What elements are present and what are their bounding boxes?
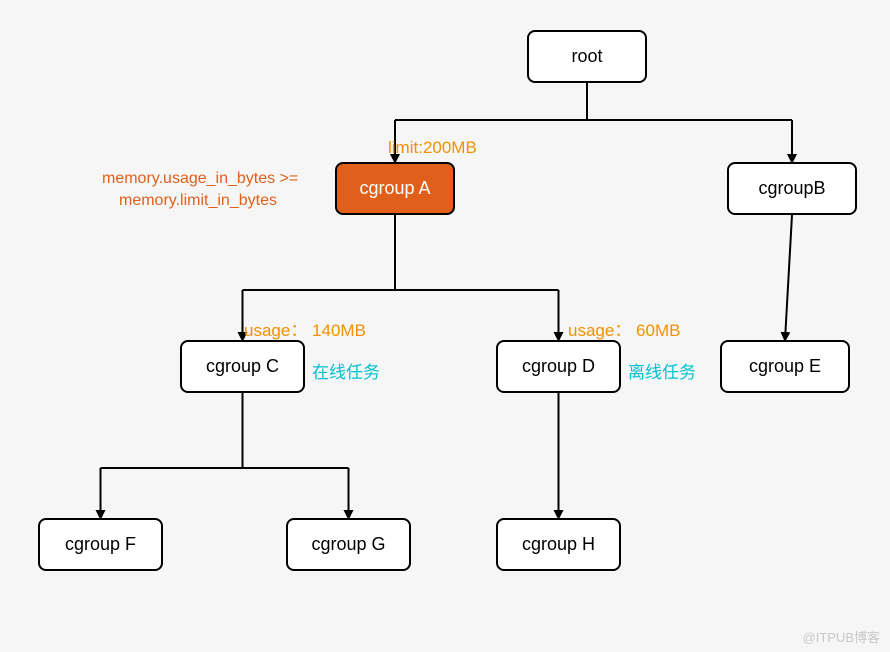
node-root: root xyxy=(527,30,647,83)
node-cgroup-e: cgroup E xyxy=(720,340,850,393)
node-cgroup-g: cgroup G xyxy=(286,518,411,571)
label-online-task: 在线任务 xyxy=(312,358,380,383)
label-memory-condition-line1: memory.usage_in_bytes >= xyxy=(102,170,298,188)
label-memory-condition-line2: memory.limit_in_bytes xyxy=(119,192,277,210)
node-label: cgroup E xyxy=(749,356,821,377)
node-cgroup-a: cgroup A xyxy=(335,162,455,215)
node-label: cgroup D xyxy=(522,356,595,377)
watermark: @ITPUB博客 xyxy=(803,627,880,646)
node-label: cgroup G xyxy=(311,534,385,555)
node-label: cgroup H xyxy=(522,534,595,555)
label-limit: limit:200MB xyxy=(388,138,477,158)
node-cgroup-h: cgroup H xyxy=(496,518,621,571)
node-label: cgroup C xyxy=(206,356,279,377)
node-label: cgroupB xyxy=(758,178,825,199)
label-usage-c: usage： 140MB xyxy=(244,316,366,341)
node-label: root xyxy=(571,46,602,67)
label-usage-d: usage： 60MB xyxy=(568,316,680,341)
node-cgroup-c: cgroup C xyxy=(180,340,305,393)
node-cgroup-d: cgroup D xyxy=(496,340,621,393)
node-label: cgroup A xyxy=(359,178,430,199)
node-cgroup-f: cgroup F xyxy=(38,518,163,571)
node-cgroup-b: cgroupB xyxy=(727,162,857,215)
node-label: cgroup F xyxy=(65,534,136,555)
label-offline-task: 离线任务 xyxy=(628,358,696,383)
